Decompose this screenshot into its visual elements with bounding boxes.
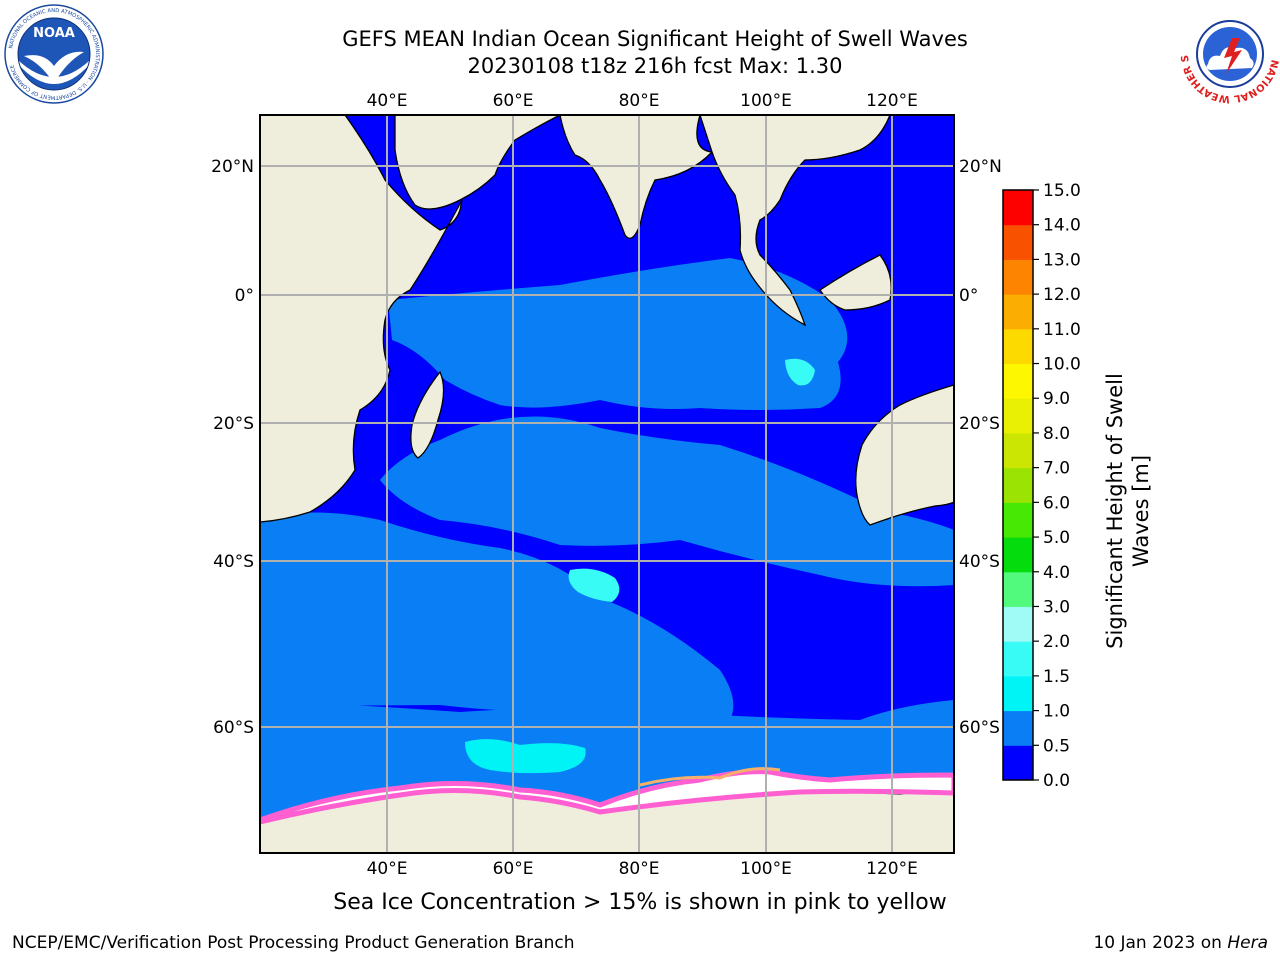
lat-label-right: 40°S: [959, 552, 1000, 572]
land-maritime-islands: [819, 254, 892, 311]
swell-patch-high-1: [465, 739, 586, 774]
chart-subtitle: 20230108 t18z 216h fcst Max: 1.30: [467, 54, 843, 78]
swell-patch-high-3: [785, 358, 815, 386]
date-stamp: 10 Jan 2023 on Hera: [1093, 933, 1268, 953]
lon-label-bottom: 120°E: [866, 859, 918, 879]
colorbar-swatch: [1003, 224, 1033, 260]
lat-label-left: 20°S: [213, 414, 254, 434]
colorbar-frame: [1002, 189, 1034, 781]
lon-labels-bottom: 40°E 60°E 80°E 100°E 120°E: [367, 859, 918, 879]
lon-label-bottom: 40°E: [367, 859, 408, 879]
colorbar-tick-label: 1.0: [1043, 702, 1070, 722]
map-panel: [260, 115, 954, 853]
colorbar-swatch: [1003, 502, 1033, 538]
colorbar-tick-label: 4.0: [1043, 563, 1070, 583]
lon-label-top: 100°E: [740, 91, 792, 111]
colorbar-tick-label: 9.0: [1043, 389, 1070, 409]
sea-ice-edge: [260, 769, 954, 825]
colorbar-swatch: [1003, 363, 1033, 399]
colorbar-swatch: [1003, 675, 1033, 712]
swell-band-south-west: [260, 512, 734, 720]
date-text: 10 Jan 2023 on: [1093, 933, 1222, 953]
colorbar-swatch: [1003, 537, 1033, 573]
lon-label-top: 40°E: [367, 91, 408, 111]
colorbar-tick-label: 0.0: [1043, 771, 1070, 791]
colorbar-swatch: [1003, 398, 1033, 434]
colorbar-swatch: [1003, 259, 1033, 295]
colorbar-swatch: [1003, 606, 1033, 642]
land-australia: [855, 384, 954, 526]
lon-label-top: 120°E: [866, 91, 918, 111]
colorbar: 0.0 0.5 1.0 1.5 2.0 3.0 4.0 5.0 6.0 7.0 8.0 9.0 10.0…: [1002, 181, 1081, 791]
lat-labels-left: 20°N 0° 20°S 40°S 60°S: [211, 157, 254, 738]
colorbar-tick-label: 2.0: [1043, 632, 1070, 652]
map-frame: [259, 114, 955, 854]
lon-labels-top: 40°E 60°E 80°E 100°E 120°E: [367, 91, 918, 111]
lat-label-right: 20°S: [959, 414, 1000, 434]
lat-labels-right: 20°N 0° 20°S 40°S 60°S: [959, 157, 1002, 738]
lon-label-bottom: 80°E: [619, 859, 660, 879]
colorbar-swatch: [1003, 328, 1033, 365]
colorbar-swatch: [1003, 190, 1033, 226]
swell-band-subtropical: [380, 416, 954, 587]
land-arabia: [394, 115, 561, 210]
svg-text:NOAA: NOAA: [33, 26, 75, 41]
colorbar-tick-label: 8.0: [1043, 424, 1070, 444]
nws-logo: NATIONAL WEATHER SERVICE: [1180, 4, 1280, 104]
land-southeast-asia: [699, 115, 891, 327]
colorbar-tick-label: 3.0: [1043, 597, 1070, 617]
land-madagascar: [410, 370, 445, 459]
colorbar-tick-label: 13.0: [1043, 250, 1081, 270]
sea-ice-note: Sea Ice Concentration > 15% is shown in …: [333, 890, 947, 915]
colorbar-tick-label: 14.0: [1043, 216, 1081, 236]
lon-label-bottom: 100°E: [740, 859, 792, 879]
lat-label-left: 40°S: [213, 552, 254, 572]
colorbar-swatch: [1003, 571, 1033, 607]
colorbar-swatch: [1003, 432, 1033, 469]
colorbar-tick-label: 0.5: [1043, 736, 1070, 756]
credit-text: NCEP/EMC/Verification Post Processing Pr…: [12, 933, 575, 953]
colorbar-tick-label: 5.0: [1043, 528, 1070, 548]
colorbar-tick-label: 10.0: [1043, 355, 1081, 375]
lon-label-top: 80°E: [619, 91, 660, 111]
colorbar-tick-label: 11.0: [1043, 320, 1081, 340]
lon-label-bottom: 60°E: [493, 859, 534, 879]
colorbar-tick-label: 1.5: [1043, 667, 1070, 687]
noaa-logo: NOAA NATIONAL OCEANIC AND ATMOSPHERIC AD…: [4, 4, 104, 104]
lat-label-right: 60°S: [959, 718, 1000, 738]
lat-label-right: 20°N: [959, 157, 1002, 177]
lat-label-right: 0°: [959, 286, 978, 306]
lat-label-left: 60°S: [213, 718, 254, 738]
lat-label-left: 0°: [235, 286, 254, 306]
colorbar-tick-label: 6.0: [1043, 493, 1070, 513]
lat-label-left: 20°N: [211, 157, 254, 177]
colorbar-tick-label: 12.0: [1043, 285, 1081, 305]
colorbar-swatch: [1003, 641, 1033, 677]
lon-label-top: 60°E: [493, 91, 534, 111]
colorbar-label: Significant Height of Swell Waves [m]: [1103, 373, 1153, 649]
colorbar-swatch: [1003, 294, 1033, 330]
swell-patch-high-2: [568, 568, 620, 602]
chart-title: GEFS MEAN Indian Ocean Significant Heigh…: [342, 27, 968, 51]
sea-ice-thick: [639, 767, 781, 787]
colorbar-tick-label: 15.0: [1043, 181, 1081, 201]
graticule: [260, 115, 954, 853]
colorbar-tick-label: 7.0: [1043, 459, 1070, 479]
colorbar-swatch: [1003, 745, 1033, 781]
machine-name: Hera: [1227, 933, 1268, 953]
land-africa: [260, 115, 463, 523]
colorbar-swatch: [1003, 710, 1033, 746]
colorbar-swatch: [1003, 467, 1033, 503]
